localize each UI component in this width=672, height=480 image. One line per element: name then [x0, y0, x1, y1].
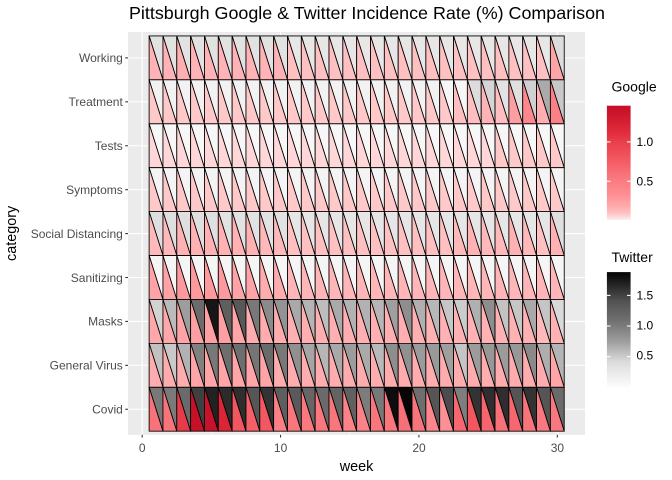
cell-google-Covid-w3	[176, 387, 192, 432]
cell-google-Covid-w2	[162, 387, 178, 432]
y-tick-label-covid: Covid	[92, 403, 123, 417]
cell-google-Covid-w23	[453, 387, 468, 432]
google-legend-bar	[606, 105, 631, 220]
cell-google-Covid-w4	[190, 387, 206, 432]
y-axis-tick-labels: Working Treatment Tests Symptoms Social …	[31, 51, 124, 416]
twitter-legend-ticks	[606, 294, 631, 358]
y-tick-label-tests: Tests	[95, 139, 123, 153]
cell-google-Covid-w14	[328, 387, 344, 432]
cell-google-Covid-w22	[439, 387, 455, 432]
cell-google-Covid-w6	[217, 387, 233, 432]
cell-google-Covid-w11	[287, 387, 302, 432]
cell-google-Covid-w8	[245, 387, 261, 432]
y-tick-label-general-virus: General Virus	[50, 359, 123, 373]
google-legend-title: Google	[612, 78, 657, 94]
plot-title: Pittsburgh Google & Twitter Incidence Ra…	[129, 3, 605, 23]
y-tick-label-working: Working	[79, 51, 123, 65]
twitter-legend-label-1.5: 1.5	[637, 289, 654, 303]
cell-google-Covid-w16	[356, 387, 372, 432]
twitter-legend-title: Twitter	[612, 249, 654, 265]
cell-google-Covid-w10	[273, 387, 289, 432]
x-tick-label-30: 30	[551, 441, 565, 455]
cell-google-Covid-w24	[466, 387, 482, 432]
cell-google-Covid-w30	[549, 387, 565, 432]
heatmap-cells	[148, 35, 565, 432]
twitter-legend: Twitter 1.5 1.0 0.5	[606, 249, 654, 388]
y-tick-label-masks: Masks	[88, 315, 123, 329]
cell-google-Covid-w18	[383, 387, 399, 432]
cell-google-Covid-w5	[204, 387, 219, 432]
cell-google-Covid-w13	[314, 387, 330, 432]
y-tick-label-treatment: Treatment	[69, 95, 124, 109]
y-tick-label-symptoms: Symptoms	[66, 183, 123, 197]
cell-google-Covid-w7	[231, 387, 247, 432]
google-legend-label-1.0: 1.0	[637, 135, 654, 149]
cell-google-Covid-w12	[300, 387, 316, 432]
cell-google-Covid-w27	[508, 387, 524, 432]
cell-google-Covid-w1	[148, 387, 164, 432]
cell-google-Covid-w15	[342, 387, 358, 432]
x-axis-tick-labels: 0 10 20 30	[139, 441, 565, 455]
y-tick-label-social-distancing: Social Distancing	[31, 227, 123, 241]
y-axis-title: category	[4, 205, 20, 261]
cell-google-Covid-w25	[480, 387, 496, 432]
cell-google-Covid-w29	[536, 387, 551, 432]
cell-google-Covid-w19	[397, 387, 413, 432]
x-tick-label-20: 20	[412, 441, 426, 455]
twitter-legend-label-0.5: 0.5	[637, 349, 654, 363]
twitter-legend-bar	[606, 272, 631, 388]
google-legend-ticks	[606, 141, 631, 182]
cell-google-Covid-w9	[259, 387, 275, 432]
cell-google-Covid-w20	[411, 387, 427, 432]
google-legend-label-0.5: 0.5	[637, 175, 654, 189]
cell-google-Covid-w28	[522, 387, 538, 432]
google-legend: Google 1.0 0.5	[606, 78, 657, 220]
cell-google-Covid-w26	[494, 387, 510, 432]
twitter-legend-label-1.0: 1.0	[637, 319, 654, 333]
y-tick-label-sanitizing: Sanitizing	[71, 271, 123, 285]
cell-google-Covid-w17	[370, 387, 385, 432]
axis-tick-marks	[125, 57, 558, 438]
x-axis-title: week	[339, 459, 374, 475]
cell-google-Covid-w21	[425, 387, 441, 432]
x-tick-label-10: 10	[274, 441, 288, 455]
x-tick-label-0: 0	[139, 441, 146, 455]
